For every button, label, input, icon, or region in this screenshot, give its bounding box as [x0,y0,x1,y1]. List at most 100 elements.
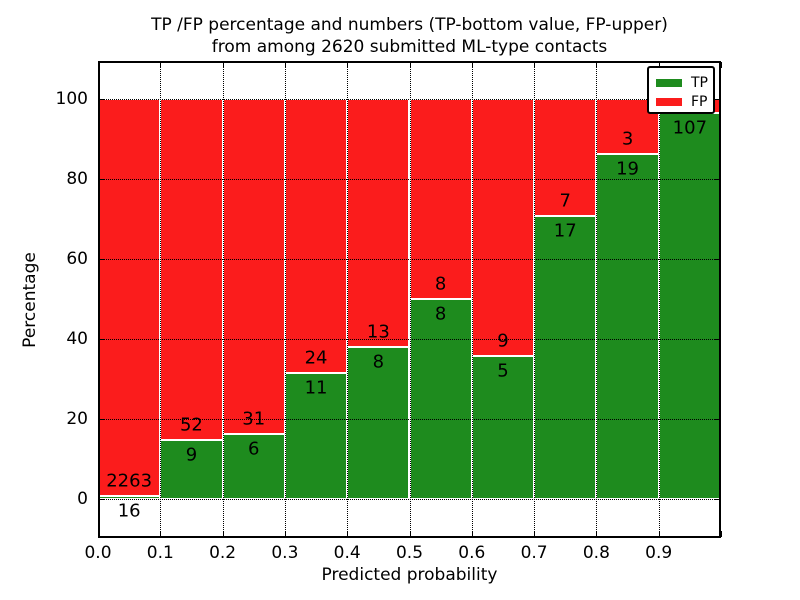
x-tick-label: 0.3 [271,543,299,563]
x-gridline [658,61,660,538]
chart-title-line1: TP /FP percentage and numbers (TP-bottom… [151,15,668,35]
x-tick-top [347,62,349,68]
legend-item-tp: TP [649,73,713,92]
y-tick-right [715,499,721,500]
x-tick-top [284,62,286,68]
x-tick-bottom [658,531,660,537]
tp-count-label: 6 [248,438,260,460]
bar-segment-tp [222,434,285,499]
y-tick-label: 60 [66,249,88,269]
bar-segment-fp [160,99,223,440]
x-tick-bottom [596,531,598,537]
x-axis-label: Predicted probability [321,565,498,585]
fp-count-label: 31 [242,408,266,430]
chart-title: TP /FP percentage and numbers (TP-bottom… [98,14,721,58]
y-tick-right [715,179,721,180]
x-tick-bottom [284,531,286,537]
y-tick-left [98,259,104,260]
x-tick-bottom [160,531,162,537]
x-tick-label: 0.1 [146,543,174,563]
y-tick-left [98,339,104,340]
x-tick-top [471,62,473,68]
x-gridline [471,61,473,538]
y-tick-left [98,499,104,500]
legend-label-tp: TP [691,74,708,91]
y-tick-label: 40 [66,329,88,349]
bar-segment-fp [98,99,161,497]
x-tick-label: 0.7 [520,543,548,563]
tp-count-label: 5 [497,360,509,382]
fp-count-label: 24 [304,347,328,369]
bar-segment-tp [160,439,223,499]
bar-segment-tp [284,373,348,499]
y-tick-left [98,99,104,100]
bar-segment-fp [347,99,410,347]
bar-segment-tp [596,153,659,499]
fp-count-label: 7 [559,190,571,212]
tp-count-label: 107 [672,117,708,139]
tp-count-label: 8 [434,303,447,325]
x-tick-label: 0.4 [333,543,361,563]
bar-segment-fp [222,99,285,435]
fp-count-label: 9 [497,330,509,352]
y-tick-right [715,419,721,420]
y-tick-left [98,179,104,180]
y-tick-label: 100 [55,89,88,109]
x-tick-bottom [222,531,224,537]
x-gridline [222,61,224,538]
x-tick-label: 0.8 [582,543,610,563]
y-tick-label: 80 [66,169,88,189]
bar-segment-tp [658,113,721,499]
fp-count-label: 13 [366,321,390,343]
tp-count-label: 17 [553,220,577,242]
fp-count-label: 3 [621,128,634,150]
x-tick-bottom [534,531,536,537]
legend-swatch-tp-icon [656,78,682,87]
tp-count-label: 16 [117,500,141,522]
tp-count-label: 19 [616,158,639,180]
x-tick-bottom [347,531,349,537]
y-tick-right [715,99,721,100]
plot-area: TP FP 2263 16 52 9 31 6 24 11 13 8 8 8 9 5 7 17 3 19 107 [98,61,722,538]
x-tick-top [658,62,660,68]
x-tick-top [534,62,536,68]
x-tick-top [596,62,598,68]
x-tick-bottom [471,531,473,537]
legend-label-fp: FP [691,93,708,110]
fp-count-label: 2263 [106,470,153,492]
legend-item-fp: FP [649,92,713,111]
fp-count-label: 52 [179,414,203,436]
x-gridline [284,61,286,538]
legend-swatch-fp-icon [656,97,682,106]
y-tick-right [715,339,721,340]
x-tick-top [721,62,722,68]
tp-count-label: 9 [185,444,198,466]
y-tick-label: 0 [77,489,88,509]
bar-segment-fp [409,99,472,299]
x-gridline [160,61,162,538]
x-gridline [409,61,411,538]
y-tick-label: 20 [66,409,88,429]
x-tick-top [98,62,99,68]
x-tick-bottom [409,531,411,537]
x-tick-top [222,62,224,68]
x-gridline [534,61,536,538]
x-tick-top [160,62,162,68]
x-tick-bottom [98,531,99,537]
x-tick-label: 0.6 [458,543,486,563]
bar-segment-tp [409,299,472,499]
x-tick-label: 0.9 [645,543,673,563]
y-tick-left [98,419,104,420]
x-gridline [347,61,349,538]
bar-segment-tp [534,215,597,499]
bar-segment-fp [284,99,348,374]
tp-count-label: 11 [304,377,328,399]
x-tick-label: 0.0 [84,543,112,563]
x-tick-label: 0.5 [395,543,424,563]
x-tick-top [409,62,411,68]
chart-title-line2: from among 2620 submitted ML-type contac… [211,37,608,57]
x-gridline [596,61,598,538]
fp-count-label: 8 [434,273,447,295]
x-tick-bottom [721,531,722,537]
